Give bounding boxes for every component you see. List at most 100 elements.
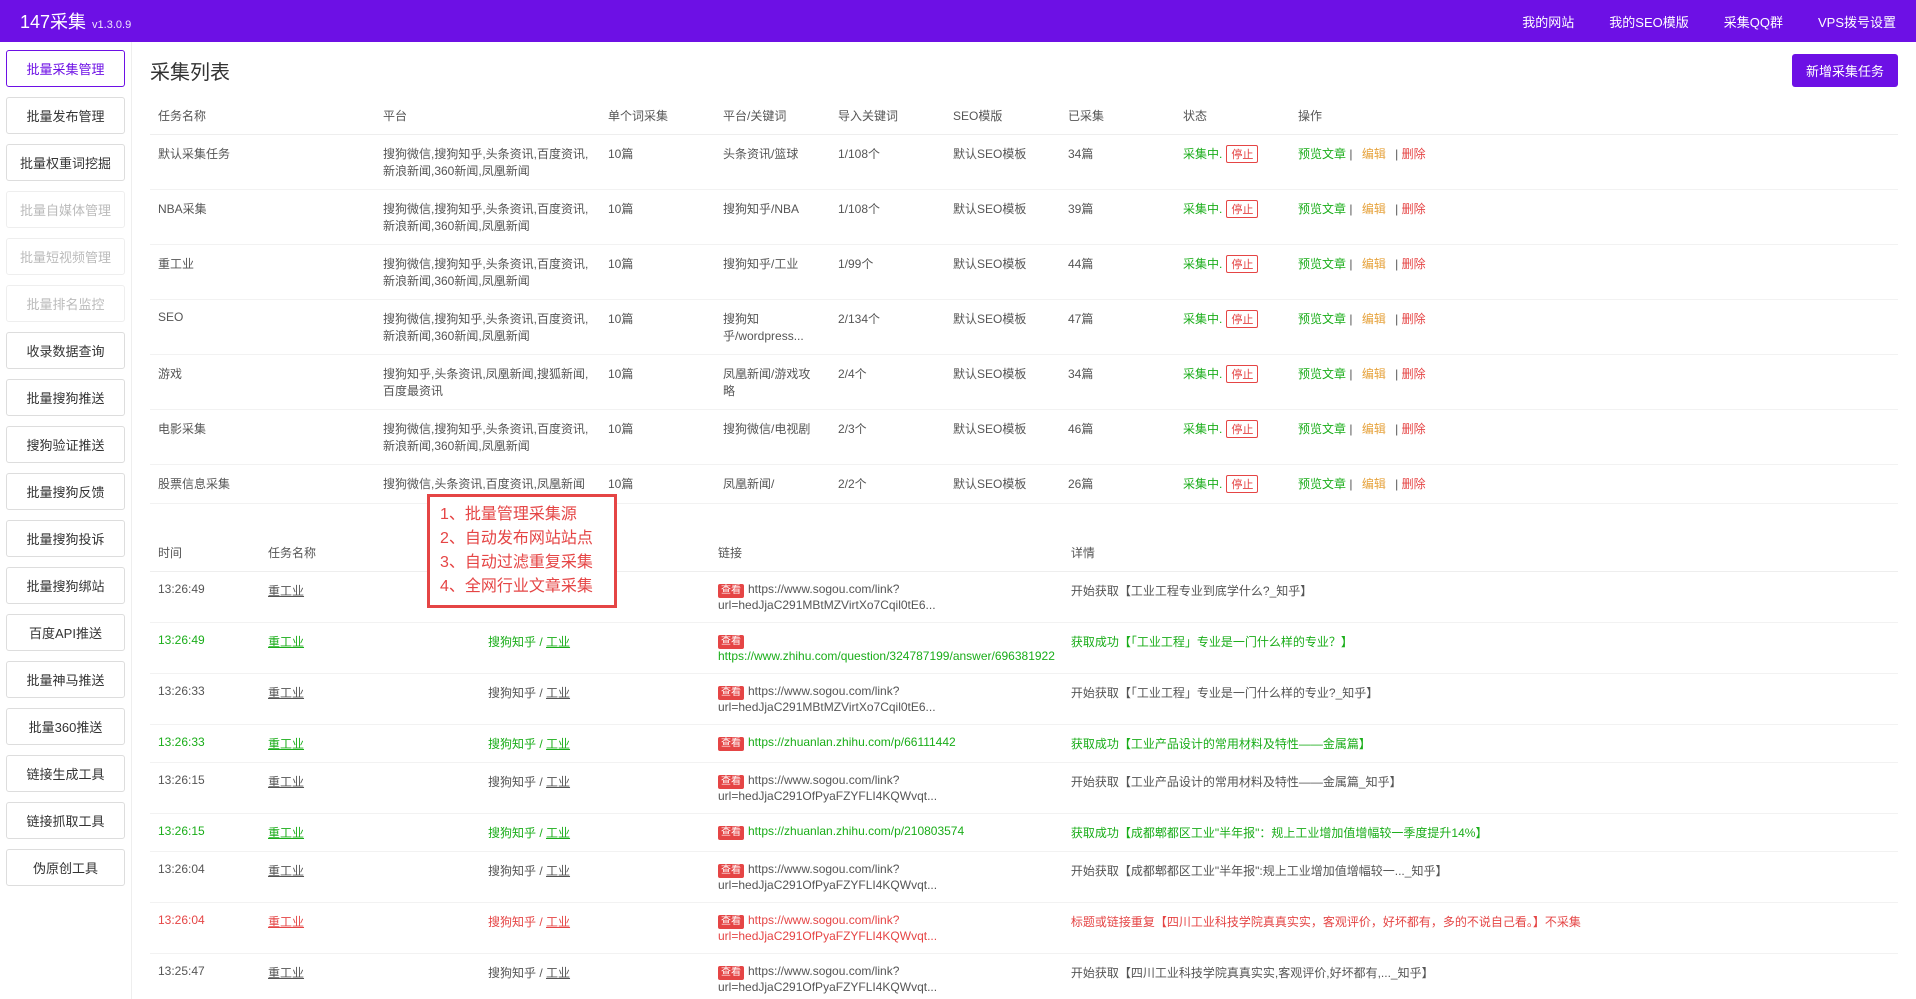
sidebar-item-7[interactable]: 批量搜狗推送 xyxy=(6,379,125,416)
preview-link[interactable]: 预览文章 xyxy=(1298,422,1346,436)
sidebar-item-15[interactable]: 链接生成工具 xyxy=(6,755,125,792)
edit-link[interactable]: 编辑 xyxy=(1362,477,1386,491)
stop-button[interactable]: 停止 xyxy=(1226,475,1258,493)
cell-kw: 搜狗知乎 / 工业 xyxy=(480,852,710,903)
task-link[interactable]: 重工业 xyxy=(268,826,304,840)
edit-link[interactable]: 编辑 xyxy=(1362,312,1386,326)
cell-task: 重工业 xyxy=(260,814,480,852)
cell-detail: 获取成功【「工业工程」专业是一门什么样的专业？】 xyxy=(1063,623,1898,674)
stop-button[interactable]: 停止 xyxy=(1226,310,1258,328)
sidebar-item-1[interactable]: 批量发布管理 xyxy=(6,97,125,134)
delete-link[interactable]: 删除 xyxy=(1402,202,1426,216)
edit-link[interactable]: 编辑 xyxy=(1362,367,1386,381)
col-header: 状态 xyxy=(1175,97,1290,135)
cell-kw: 搜狗知乎 / 工业 xyxy=(480,674,710,725)
delete-link[interactable]: 删除 xyxy=(1402,257,1426,271)
delete-link[interactable]: 删除 xyxy=(1402,477,1426,491)
sidebar: 批量采集管理批量发布管理批量权重词挖掘批量自媒体管理批量短视频管理批量排名监控收… xyxy=(0,42,132,999)
cell-imp: 2/4个 xyxy=(830,355,945,410)
delete-link[interactable]: 删除 xyxy=(1402,367,1426,381)
page-title: 采集列表 xyxy=(150,56,230,85)
table-row: 默认采集任务搜狗微信,搜狗知乎,头条资讯,百度资讯,新浪新闻,360新闻,凤凰新… xyxy=(150,135,1898,190)
stop-button[interactable]: 停止 xyxy=(1226,200,1258,218)
version-text: v1.3.0.9 xyxy=(92,19,131,31)
delete-link[interactable]: 删除 xyxy=(1402,422,1426,436)
cell-actions: 预览文章 | 编辑 | 删除 xyxy=(1290,245,1898,300)
task-link[interactable]: 重工业 xyxy=(268,584,304,598)
logo-text: 147采集 xyxy=(20,8,86,34)
cell-name: 默认采集任务 xyxy=(150,135,375,190)
preview-link[interactable]: 预览文章 xyxy=(1298,312,1346,326)
sidebar-item-16[interactable]: 链接抓取工具 xyxy=(6,802,125,839)
nav-qq[interactable]: 采集QQ群 xyxy=(1724,12,1783,31)
sidebar-item-2[interactable]: 批量权重词挖掘 xyxy=(6,144,125,181)
cell-tpl: 默认SEO模板 xyxy=(945,190,1060,245)
nav-mysite[interactable]: 我的网站 xyxy=(1522,12,1574,31)
view-badge[interactable]: 查看 xyxy=(718,686,744,700)
preview-link[interactable]: 预览文章 xyxy=(1298,147,1346,161)
cell-link: 查看https://zhuanlan.zhihu.com/p/66111442 xyxy=(710,725,1063,763)
stop-button[interactable]: 停止 xyxy=(1226,145,1258,163)
preview-link[interactable]: 预览文章 xyxy=(1298,367,1346,381)
edit-link[interactable]: 编辑 xyxy=(1362,422,1386,436)
stop-button[interactable]: 停止 xyxy=(1226,420,1258,438)
cell-tpl: 默认SEO模板 xyxy=(945,355,1060,410)
sidebar-item-9[interactable]: 批量搜狗反馈 xyxy=(6,473,125,510)
task-link[interactable]: 重工业 xyxy=(268,737,304,751)
cell-imp: 1/99个 xyxy=(830,245,945,300)
sidebar-item-0[interactable]: 批量采集管理 xyxy=(6,50,125,87)
view-badge[interactable]: 查看 xyxy=(718,915,744,929)
sidebar-item-8[interactable]: 搜狗验证推送 xyxy=(6,426,125,463)
keyword-link[interactable]: 工业 xyxy=(546,635,570,649)
keyword-link[interactable]: 工业 xyxy=(546,775,570,789)
cell-kw: 头条资讯/篮球 xyxy=(715,135,830,190)
stop-button[interactable]: 停止 xyxy=(1226,255,1258,273)
sidebar-item-12[interactable]: 百度API推送 xyxy=(6,614,125,651)
keyword-link[interactable]: 工业 xyxy=(546,826,570,840)
cell-tpl: 默认SEO模板 xyxy=(945,245,1060,300)
nav-vps[interactable]: VPS拨号设置 xyxy=(1818,12,1896,31)
cell-col: 34篇 xyxy=(1060,355,1175,410)
nav-seo-tpl[interactable]: 我的SEO模版 xyxy=(1609,12,1688,31)
cell-kw: 搜狗知乎 / 工业 xyxy=(480,954,710,999)
task-link[interactable]: 重工业 xyxy=(268,966,304,980)
task-link[interactable]: 重工业 xyxy=(268,915,304,929)
task-link[interactable]: 重工业 xyxy=(268,864,304,878)
view-badge[interactable]: 查看 xyxy=(718,584,744,598)
sidebar-item-14[interactable]: 批量360推送 xyxy=(6,708,125,745)
task-link[interactable]: 重工业 xyxy=(268,775,304,789)
cell-kw: 搜狗微信/电视剧 xyxy=(715,410,830,465)
preview-link[interactable]: 预览文章 xyxy=(1298,477,1346,491)
keyword-link[interactable]: 工业 xyxy=(546,864,570,878)
edit-link[interactable]: 编辑 xyxy=(1362,202,1386,216)
stop-button[interactable]: 停止 xyxy=(1226,365,1258,383)
preview-link[interactable]: 预览文章 xyxy=(1298,202,1346,216)
view-badge[interactable]: 查看 xyxy=(718,635,744,649)
preview-link[interactable]: 预览文章 xyxy=(1298,257,1346,271)
task-link[interactable]: 重工业 xyxy=(268,635,304,649)
sidebar-item-10[interactable]: 批量搜狗投诉 xyxy=(6,520,125,557)
task-link[interactable]: 重工业 xyxy=(268,686,304,700)
annot-line: 2、自动发布网站站点 xyxy=(440,527,604,551)
view-badge[interactable]: 查看 xyxy=(718,864,744,878)
cell-plat: 搜狗微信,搜狗知乎,头条资讯,百度资讯,新浪新闻,360新闻,凤凰新闻 xyxy=(375,245,600,300)
sidebar-item-13[interactable]: 批量神马推送 xyxy=(6,661,125,698)
sidebar-item-11[interactable]: 批量搜狗绑站 xyxy=(6,567,125,604)
sidebar-item-17[interactable]: 伪原创工具 xyxy=(6,849,125,886)
new-task-button[interactable]: 新增采集任务 xyxy=(1792,54,1898,87)
edit-link[interactable]: 编辑 xyxy=(1362,147,1386,161)
delete-link[interactable]: 删除 xyxy=(1402,147,1426,161)
keyword-link[interactable]: 工业 xyxy=(546,966,570,980)
sidebar-item-6[interactable]: 收录数据查询 xyxy=(6,332,125,369)
view-badge[interactable]: 查看 xyxy=(718,737,744,751)
keyword-link[interactable]: 工业 xyxy=(546,737,570,751)
keyword-link[interactable]: 工业 xyxy=(546,915,570,929)
delete-link[interactable]: 删除 xyxy=(1402,312,1426,326)
view-badge[interactable]: 查看 xyxy=(718,775,744,789)
edit-link[interactable]: 编辑 xyxy=(1362,257,1386,271)
col-header: 详情 xyxy=(1063,534,1898,572)
view-badge[interactable]: 查看 xyxy=(718,826,744,840)
cell-actions: 预览文章 | 编辑 | 删除 xyxy=(1290,410,1898,465)
keyword-link[interactable]: 工业 xyxy=(546,686,570,700)
view-badge[interactable]: 查看 xyxy=(718,966,744,980)
